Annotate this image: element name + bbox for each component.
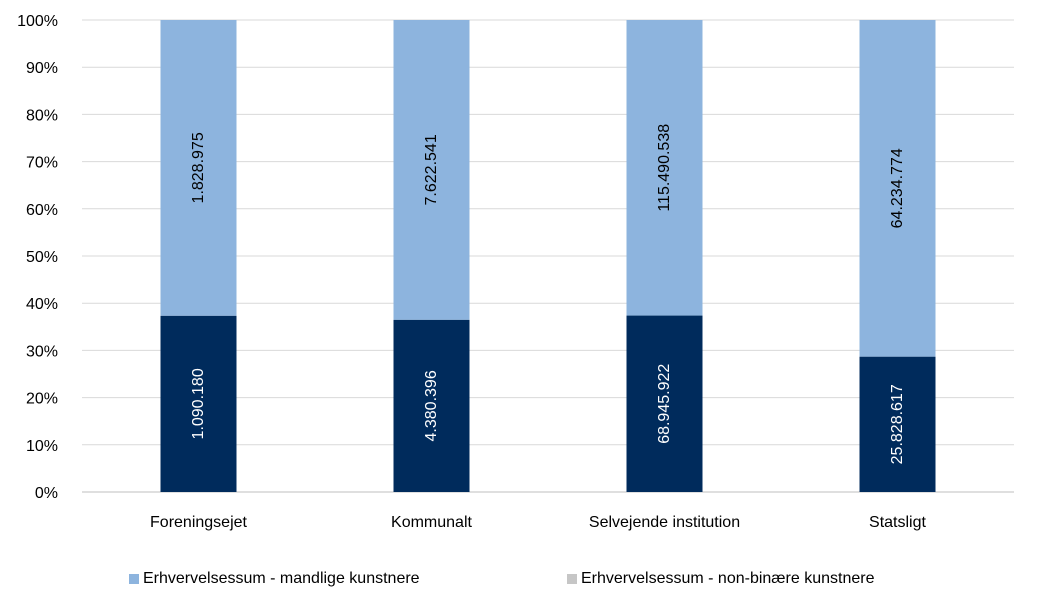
legend-swatch (129, 574, 139, 584)
y-tick-label: 40% (26, 296, 58, 313)
legend-label: Erhvervelsessum - mandlige kunstnere (143, 570, 420, 587)
bar-segment (393, 319, 470, 492)
legend: Erhvervelsessum - mandlige kunstnere Erhv… (0, 570, 1040, 592)
bar-segment (393, 20, 470, 320)
legend-item: Erhvervelsessum - non-binære kunstnere (567, 570, 874, 588)
bars: 1.090.180 1.828.975 4.380.396 7.622.541 68.9… (160, 20, 936, 492)
y-tick-label: 60% (26, 202, 58, 219)
y-tick-label: 10% (26, 438, 58, 455)
x-tick-label: Statsligt (869, 514, 926, 531)
y-tick-label: 70% (26, 155, 58, 172)
y-axis-ticks: 0% 10% 20% 30% 40% 50% 60% 70% 80% 90% 100% (17, 13, 58, 502)
data-label: 115.490.538 (656, 124, 673, 212)
data-label: 1.090.180 (190, 368, 207, 439)
bar-segment (160, 20, 237, 316)
x-tick-label: Selvejende institution (589, 514, 740, 531)
bar-segment (160, 315, 237, 492)
y-tick-label: 30% (26, 343, 58, 360)
y-tick-label: 80% (26, 107, 58, 124)
legend-item: Erhvervelsessum - mandlige kunstnere (129, 570, 420, 588)
gridlines (82, 19, 1014, 493)
data-label: 25.828.617 (889, 384, 906, 464)
y-tick-label: 100% (17, 13, 58, 30)
y-tick-label: 50% (26, 249, 58, 266)
data-label: 7.622.541 (423, 134, 440, 205)
data-label: 68.945.922 (656, 364, 673, 444)
x-tick-label: Foreningsejet (150, 514, 248, 531)
bar-segment (859, 356, 936, 492)
legend-label: Erhvervelsessum - non-binære kunstnere (581, 570, 875, 587)
y-tick-label: 0% (35, 485, 58, 502)
y-tick-label: 20% (26, 391, 58, 408)
data-label: 64.234.774 (889, 148, 906, 228)
data-label: 4.380.396 (423, 370, 440, 441)
bar-segment (859, 20, 936, 357)
data-label: 1.828.975 (190, 132, 207, 203)
x-tick-label: Kommunalt (391, 514, 472, 531)
legend-swatch (567, 574, 577, 584)
x-axis-ticks: Foreningsejet Kommunalt Selvejende institu… (150, 514, 926, 531)
y-tick-label: 90% (26, 60, 58, 77)
bar-segment (626, 315, 703, 492)
bar-segment (626, 20, 703, 316)
